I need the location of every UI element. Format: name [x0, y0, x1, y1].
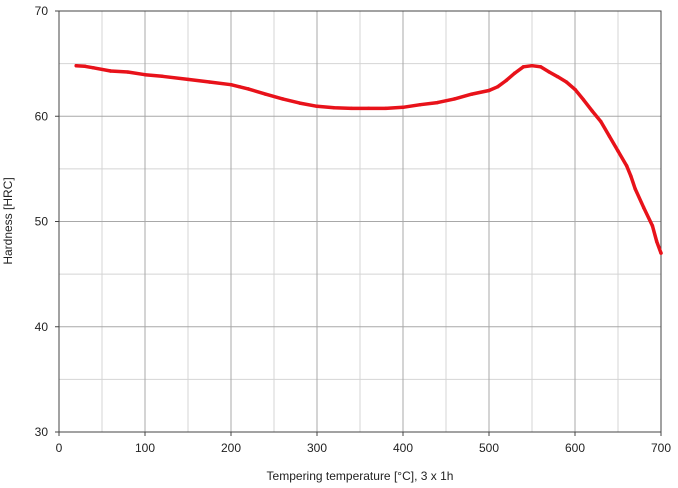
y-tick-label: 60 [35, 109, 49, 123]
hardness-curve-point [418, 102, 422, 107]
x-tick-label: 0 [56, 441, 63, 455]
hardness-curve-point [538, 65, 543, 69]
y-tick-label: 70 [35, 4, 49, 18]
hardness-curve-point [108, 69, 113, 73]
hardness-curve-point [655, 239, 659, 244]
hardness-curve-point [470, 92, 474, 96]
hardness-curve-point [298, 101, 302, 105]
hardness-curve-point [590, 109, 594, 113]
hardness-curve-point [659, 251, 663, 255]
x-tick-label: 200 [221, 441, 241, 455]
hardness-curve-point [504, 78, 508, 83]
y-axis-title: Hardness [HRC] [1, 177, 15, 264]
hardness-curve-point [547, 70, 551, 74]
hardness-curve-point [616, 149, 620, 153]
hardness-curve-point [74, 64, 78, 68]
hardness-curve-point [315, 104, 319, 108]
hardness-curve-point [633, 187, 637, 191]
y-tick-label: 50 [35, 215, 49, 229]
hardness-curve-point [624, 164, 629, 168]
hardness-curve-point [366, 106, 371, 111]
y-tick-label: 40 [35, 320, 49, 334]
hardness-curve-point [650, 224, 655, 228]
hardness-curve-point [599, 119, 603, 124]
hardness-curve-point [160, 74, 164, 78]
hardness-curve-point [556, 75, 560, 79]
hardness-curve-point [530, 64, 534, 68]
hardness-curve-point [521, 65, 526, 69]
hardness-curve-point [573, 87, 577, 92]
hardness-curve-point [642, 206, 646, 210]
x-tick-label: 600 [565, 441, 585, 455]
hardness-curve-point [564, 80, 569, 84]
x-tick-label: 500 [479, 441, 499, 455]
hardness-curve-point [229, 82, 233, 87]
x-tick-label: 700 [651, 441, 671, 455]
hardness-curve-point [495, 85, 500, 89]
hardness-curve-point [207, 80, 212, 84]
hardness-curve-point [91, 66, 96, 70]
hardness-curve-point [435, 100, 440, 105]
x-axis-title: Tempering temperature [°C], 3 x 1h [267, 469, 454, 483]
hardness-curve-point [581, 98, 586, 102]
hardness-curve-point [629, 174, 633, 178]
y-tick-label: 30 [35, 425, 49, 439]
hardness-curve-point [607, 134, 612, 138]
hardness-curve-point [384, 106, 388, 111]
hardness-curve-point [263, 92, 268, 96]
hardness-curve-point [513, 71, 517, 75]
hardness-curve-point [237, 85, 242, 89]
y-axis-ticks: 30 40 50 60 70 [35, 4, 59, 439]
hardness-curve-point [487, 88, 491, 93]
hardness-curve-line [74, 63, 663, 255]
hardness-curve-point [246, 87, 250, 91]
hardness-curve-point [83, 64, 87, 68]
hardness-curve-point [186, 77, 190, 82]
x-axis-ticks: 0 100 200 300 400 500 600 700 [56, 432, 671, 455]
x-tick-label: 100 [135, 441, 155, 455]
x-tick-label: 300 [307, 441, 327, 455]
hardness-curve-point [401, 105, 405, 110]
hardness-curve-point [126, 70, 130, 74]
series-layer [74, 63, 663, 255]
hardness-curve-point [332, 106, 336, 110]
hardness-curve-point [143, 72, 147, 77]
hardness-curve-point [349, 106, 354, 111]
x-tick-label: 400 [393, 441, 413, 455]
hardness-curve-point [280, 97, 285, 101]
hardness-curve-point [452, 97, 457, 101]
major-gridlines [59, 11, 661, 432]
